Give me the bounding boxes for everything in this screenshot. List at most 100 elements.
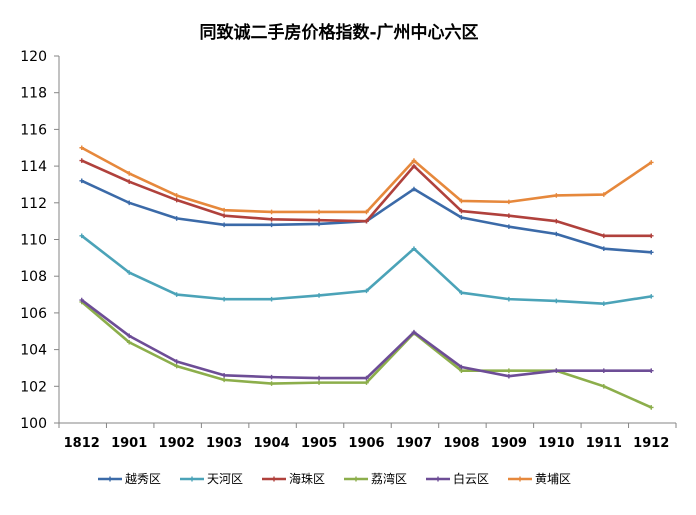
y-tick-label: 116 xyxy=(20,122,47,138)
data-point xyxy=(221,372,227,378)
legend-marker xyxy=(517,476,523,482)
legend-marker xyxy=(435,476,441,482)
legend-label: 海珠区 xyxy=(289,471,325,486)
x-tick-label: 1903 xyxy=(206,436,242,451)
data-point xyxy=(364,288,369,294)
data-point xyxy=(459,215,464,220)
data-point xyxy=(601,368,607,374)
y-tick-label: 110 xyxy=(20,233,47,249)
axes: 100 102 104 106 108 110 112 114 116 118 120 1812 190… xyxy=(20,49,677,451)
data-point xyxy=(269,374,274,380)
data-point xyxy=(79,297,85,303)
y-tick-label: 104 xyxy=(20,343,47,359)
y-tick-label: 106 xyxy=(20,306,47,322)
data-point xyxy=(221,296,227,302)
legend-item: 越秀区 xyxy=(98,472,161,486)
legend-marker xyxy=(271,476,277,482)
data-point xyxy=(459,208,464,214)
y-tick-label: 118 xyxy=(20,86,47,102)
data-point xyxy=(648,250,654,255)
y-tick-label: 102 xyxy=(20,379,47,395)
legend-item: 荔湾区 xyxy=(344,471,407,486)
data-point xyxy=(174,359,179,364)
data-point xyxy=(648,405,654,410)
data-point xyxy=(174,292,179,297)
data-point xyxy=(316,209,322,215)
data-point xyxy=(221,213,227,218)
data-point xyxy=(79,145,85,151)
legend-item: 海珠区 xyxy=(262,471,325,486)
data-point xyxy=(221,207,227,213)
data-point xyxy=(174,363,179,369)
data-point xyxy=(554,193,559,198)
data-point xyxy=(554,218,559,224)
data-point xyxy=(506,296,512,302)
legend-label: 黄埔区 xyxy=(535,472,571,486)
series-line xyxy=(81,146,652,214)
data-point xyxy=(601,384,607,389)
series-line xyxy=(80,300,652,409)
data-point xyxy=(554,298,559,304)
data-point xyxy=(174,216,179,221)
data-point xyxy=(316,293,322,298)
data-point xyxy=(601,246,607,251)
data-point xyxy=(506,368,512,374)
x-tick-label: 1904 xyxy=(253,436,289,451)
legend-item: 白云区 xyxy=(426,471,489,486)
y-tick-label: 108 xyxy=(20,269,47,285)
data-point xyxy=(221,222,227,228)
data-point xyxy=(648,294,654,299)
legend: 越秀区 天河区 海珠区 荔湾区 白云区 黄埔区 xyxy=(98,471,571,486)
data-point xyxy=(269,217,274,222)
legend-label: 白云区 xyxy=(453,471,489,486)
series-line xyxy=(81,159,652,238)
x-tick-label: 1910 xyxy=(538,436,574,451)
data-point xyxy=(269,296,274,302)
data-point xyxy=(506,373,512,379)
legend-label: 荔湾区 xyxy=(371,471,407,486)
legend-label: 越秀区 xyxy=(125,472,161,486)
data-point xyxy=(221,377,227,383)
data-point xyxy=(269,209,274,215)
data-point xyxy=(364,380,369,385)
chart-title: 同致诚二手房价格指数-广州中心六区 xyxy=(199,22,478,43)
data-point xyxy=(364,218,369,224)
legend-item: 黄埔区 xyxy=(508,472,571,486)
data-point xyxy=(601,192,607,197)
data-point xyxy=(126,270,132,275)
x-tick-label: 1902 xyxy=(159,436,195,451)
data-point xyxy=(648,368,654,374)
series-3 xyxy=(79,158,654,239)
x-tick-label: 1908 xyxy=(443,436,479,451)
legend-marker xyxy=(189,476,195,482)
data-point xyxy=(601,233,607,239)
data-point xyxy=(316,380,322,385)
data-point xyxy=(269,381,274,386)
y-tick-label: 114 xyxy=(20,159,47,175)
data-point xyxy=(174,193,179,198)
x-tick-label: 1906 xyxy=(348,436,384,451)
legend-item: 天河区 xyxy=(180,472,243,486)
x-tick-label: 1912 xyxy=(633,436,669,451)
data-point xyxy=(126,200,132,206)
series-line xyxy=(80,234,652,306)
data-point xyxy=(126,339,132,345)
data-point xyxy=(126,333,132,339)
data-point xyxy=(364,375,369,381)
x-tick-label: 1907 xyxy=(396,436,432,451)
data-point xyxy=(316,375,322,381)
data-point xyxy=(459,364,464,370)
x-tick-label: 1909 xyxy=(491,436,527,451)
legend-marker xyxy=(353,476,359,482)
data-point xyxy=(601,301,607,307)
data-point xyxy=(459,290,464,296)
x-tick-label: 1905 xyxy=(301,436,337,451)
data-point xyxy=(554,368,559,374)
data-point xyxy=(554,231,559,237)
data-point xyxy=(174,197,179,203)
y-tick-label: 120 xyxy=(20,49,47,65)
data-point xyxy=(126,179,132,184)
x-tick-label: 1901 xyxy=(111,436,147,451)
data-point xyxy=(411,329,417,335)
